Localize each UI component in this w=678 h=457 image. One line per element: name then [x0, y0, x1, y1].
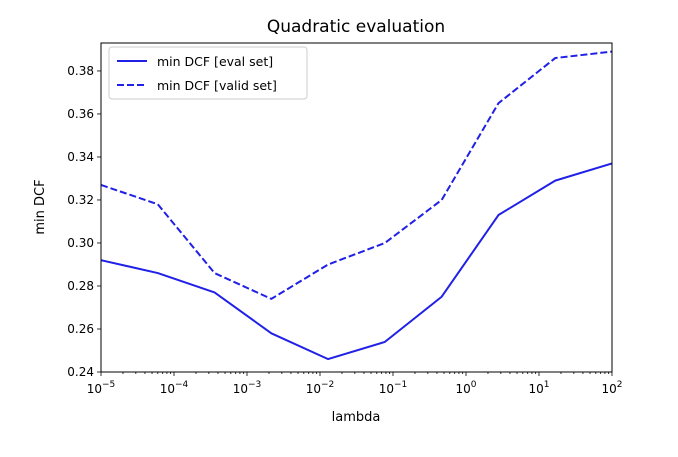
y-tick-label: 0.26	[67, 322, 94, 336]
y-tick-label: 0.34	[67, 150, 94, 164]
series-layer	[100, 50, 613, 361]
x-tick-label: 10−5	[87, 380, 116, 396]
x-tick-label: 100	[455, 380, 476, 396]
x-axis-label: lambda	[332, 410, 381, 425]
y-ticks: 0.24 0.26 0.28 0.30 0.32 0.34 0.36 0.38	[67, 64, 101, 379]
legend-label-eval: min DCF [eval set]	[157, 54, 273, 69]
plot-frame	[100, 42, 613, 373]
series-line-eval	[100, 162, 613, 361]
series-line-valid	[100, 50, 613, 300]
x-tick-label: 102	[601, 380, 622, 396]
y-tick-label: 0.24	[67, 365, 94, 379]
chart-title: Quadratic evaluation	[267, 17, 445, 37]
x-tick-label: 101	[528, 380, 549, 396]
legend: min DCF [eval set] min DCF [valid set]	[108, 46, 308, 100]
y-axis-label: min DCF	[33, 179, 48, 234]
legend-label-valid: min DCF [valid set]	[157, 78, 277, 93]
x-tick-label: 10−1	[379, 380, 408, 396]
y-tick-label: 0.38	[67, 64, 94, 78]
x-ticks: 10−5 10−4 10−3 10−2 10−1 100 101 102	[87, 372, 623, 396]
legend-box	[108, 46, 308, 100]
y-tick-label: 0.36	[67, 107, 94, 121]
y-tick-label: 0.32	[67, 193, 94, 207]
y-tick-label: 0.28	[67, 279, 94, 293]
y-tick-label: 0.30	[67, 236, 94, 250]
x-tick-label: 10−3	[233, 380, 262, 396]
x-tick-label: 10−4	[160, 380, 189, 396]
x-tick-label: 10−2	[306, 380, 335, 396]
